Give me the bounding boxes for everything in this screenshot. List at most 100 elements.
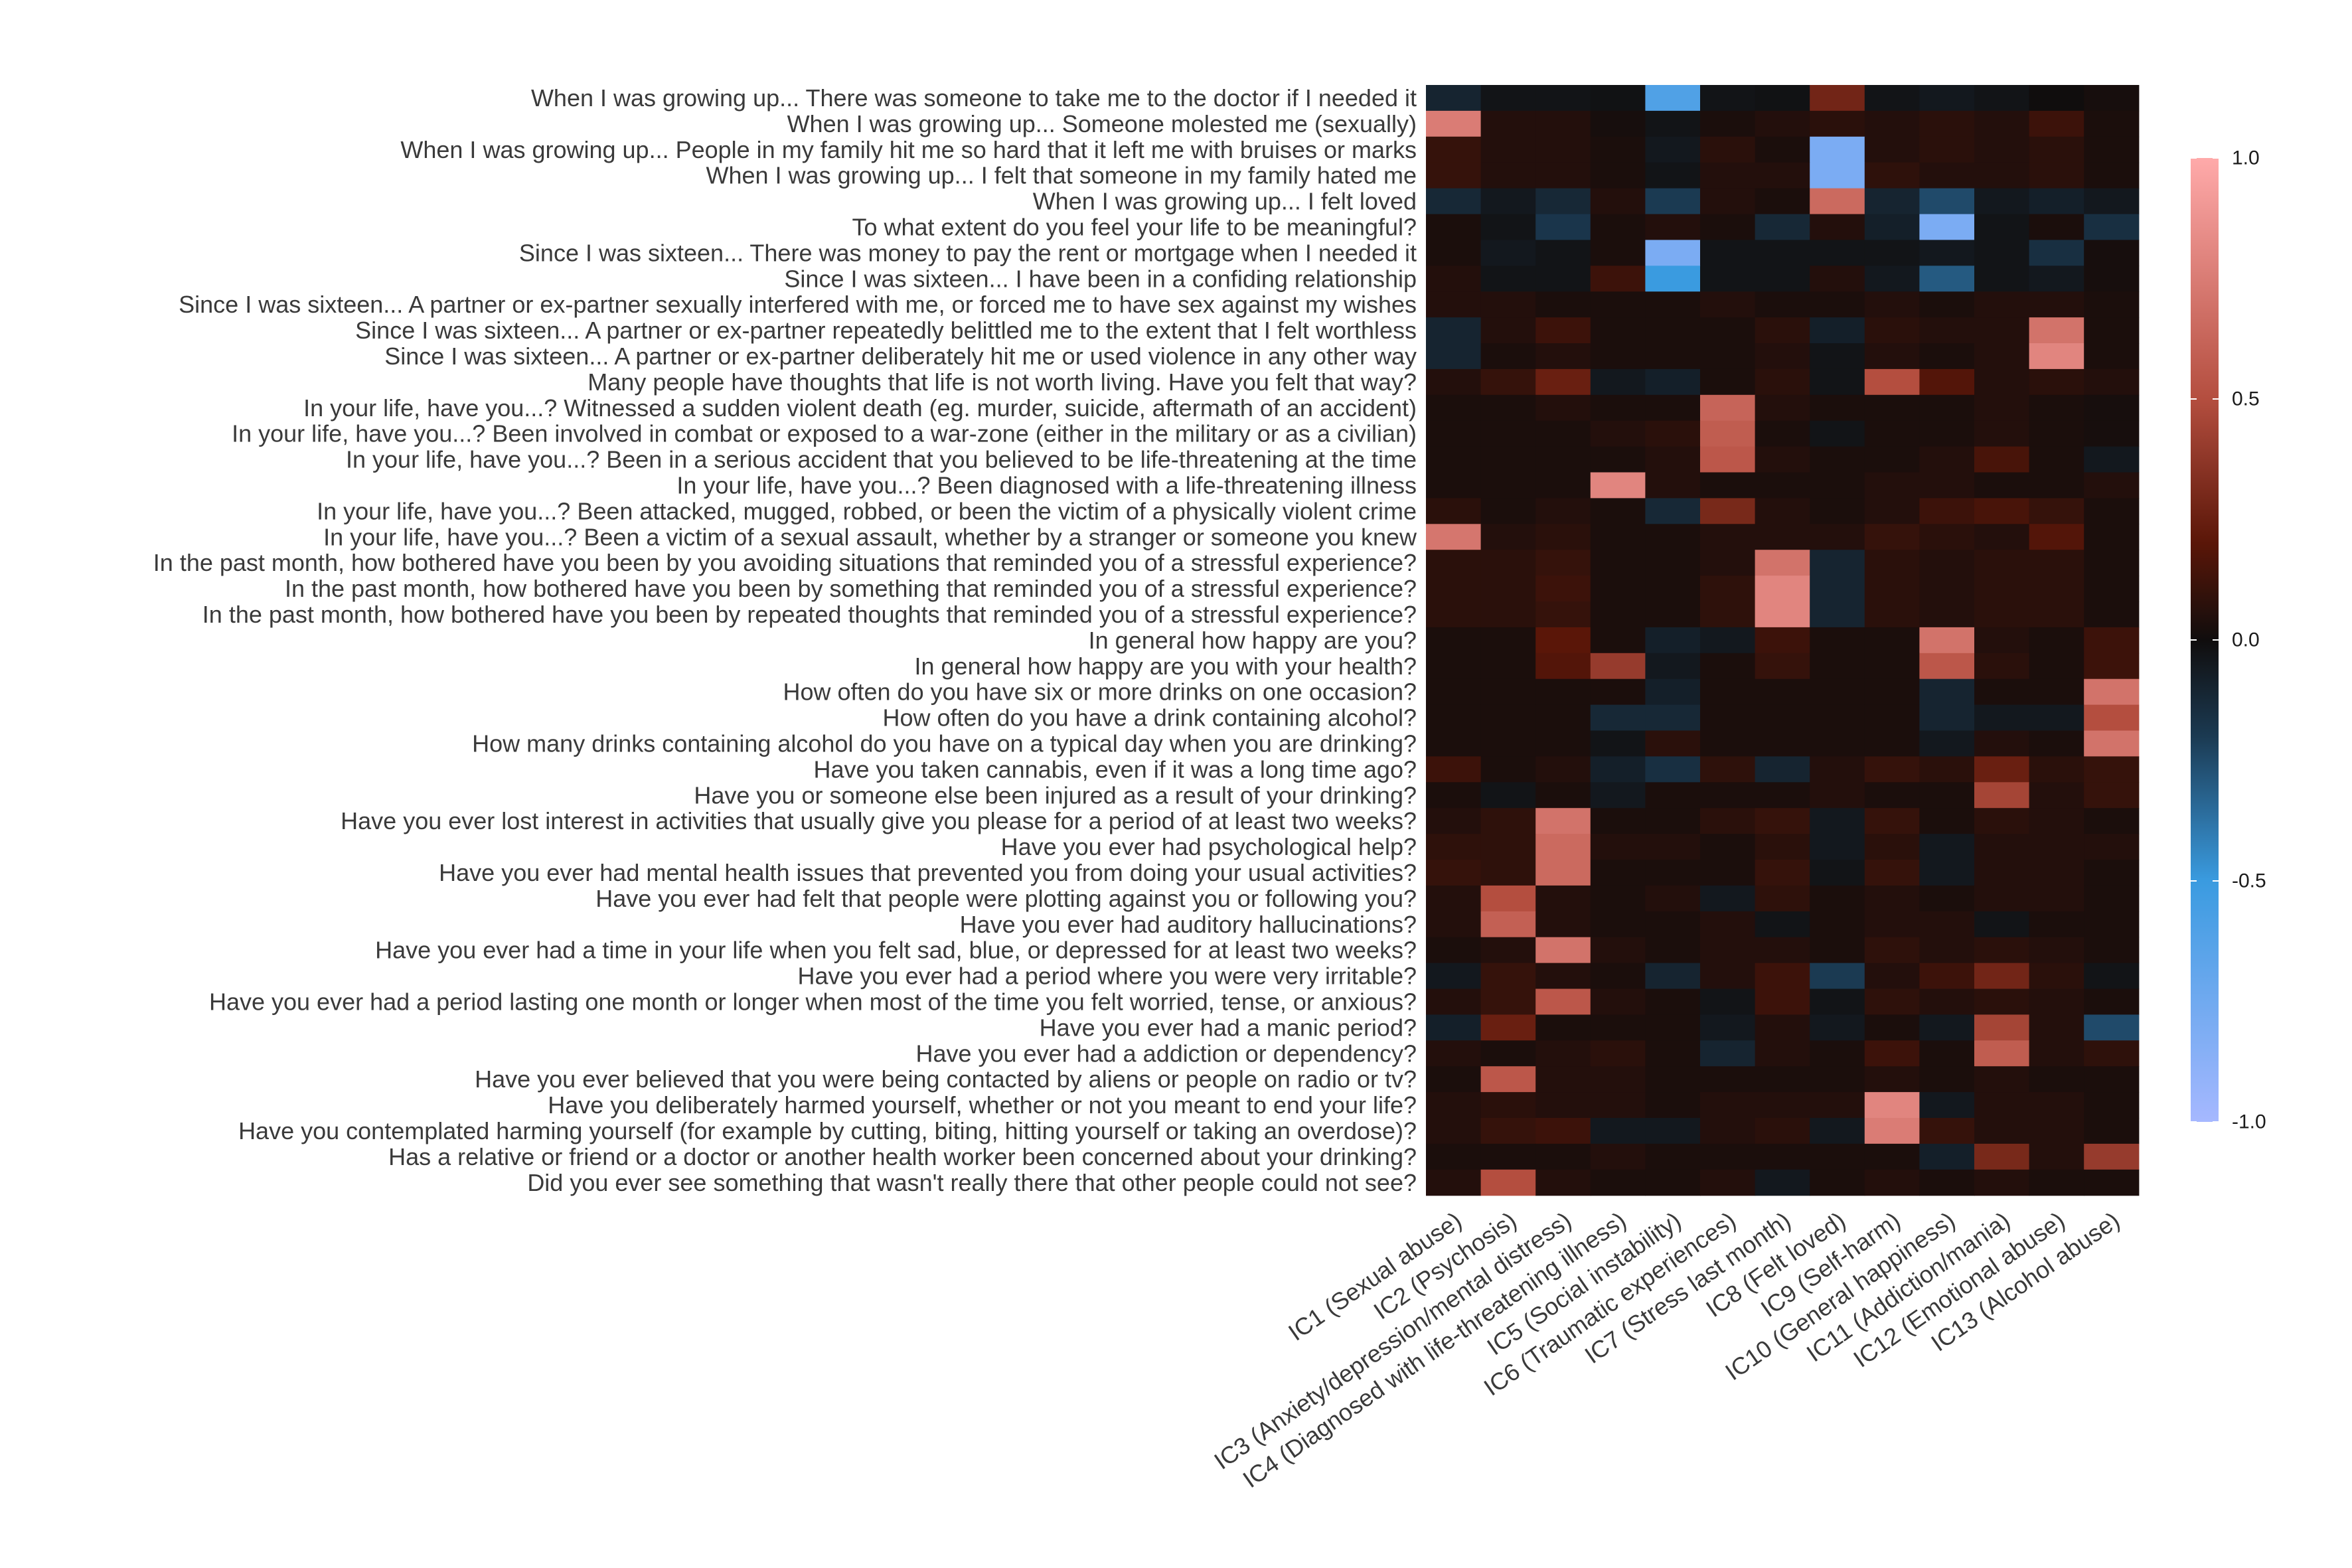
- heatmap-cell: [1974, 885, 2030, 912]
- heatmap-cell: [1700, 834, 1756, 860]
- row-label: In your life, have you...? Witnessed a s…: [303, 394, 1417, 422]
- heatmap-cell: [1864, 394, 1920, 422]
- heatmap-cell: [1974, 576, 2030, 602]
- heatmap-cell: [1426, 1118, 1482, 1144]
- heatmap-cell: [1919, 627, 1975, 654]
- heatmap-cell: [1645, 550, 1701, 576]
- heatmap-cell: [1864, 756, 1920, 783]
- heatmap-cell: [1645, 524, 1701, 550]
- heatmap-cell: [1426, 162, 1482, 189]
- heatmap-cell: [1864, 1066, 1920, 1093]
- heatmap-cell: [1426, 627, 1482, 654]
- heatmap-cell: [1864, 343, 1920, 370]
- heatmap-cell: [1974, 550, 2030, 576]
- heatmap-cell: [1864, 472, 1920, 499]
- heatmap-cell: [1974, 136, 2030, 163]
- heatmap-cell: [2084, 704, 2140, 732]
- heatmap-cell: [1700, 1066, 1756, 1093]
- heatmap-cell: [1974, 368, 2030, 396]
- heatmap-cell: [1810, 85, 1865, 112]
- heatmap-cell: [1810, 214, 1865, 240]
- heatmap-cell: [2029, 240, 2084, 266]
- heatmap-cell: [1480, 911, 1536, 938]
- heatmap-cell: [1645, 1066, 1701, 1093]
- heatmap-cell: [1864, 1143, 1920, 1170]
- heatmap-cell: [1645, 240, 1701, 266]
- heatmap-cell: [1919, 498, 1975, 524]
- heatmap-cell: [1590, 1040, 1646, 1067]
- heatmap-cell: [1810, 498, 1865, 524]
- heatmap-cell: [1864, 266, 1920, 292]
- heatmap-cell: [2084, 1066, 2140, 1093]
- heatmap-cell: [1919, 730, 1975, 757]
- heatmap-cell: [1700, 162, 1756, 189]
- heatmap-cell: [1919, 963, 1975, 990]
- heatmap-cell: [1700, 756, 1756, 783]
- heatmap-cell: [1426, 937, 1482, 964]
- heatmap-cell: [1974, 678, 2030, 706]
- heatmap-cell: [1535, 110, 1591, 137]
- column-labels: IC1 (Sexual abuse)IC2 (Psychosis)IC3 (An…: [1209, 1206, 2124, 1493]
- heatmap-cell: [2084, 266, 2140, 292]
- heatmap-cell: [1480, 1092, 1536, 1119]
- heatmap-cell: [1700, 627, 1756, 654]
- heatmap-cell: [1755, 730, 1810, 757]
- heatmap-cell: [1645, 834, 1701, 860]
- heatmap-cell: [1919, 214, 1975, 240]
- heatmap-cell: [2029, 550, 2084, 576]
- heatmap-cell: [1974, 498, 2030, 524]
- heatmap-cell: [1645, 266, 1701, 292]
- heatmap-cell: [1426, 343, 1482, 370]
- heatmap-cell: [1810, 1169, 1865, 1196]
- heatmap-cell: [2029, 1040, 2084, 1067]
- heatmap-cell: [2084, 1040, 2140, 1067]
- heatmap-cell: [1645, 162, 1701, 189]
- heatmap-cell: [1974, 1143, 2030, 1170]
- heatmap-cell: [1535, 214, 1591, 240]
- heatmap-cell: [1426, 291, 1482, 318]
- heatmap-cell: [1535, 963, 1591, 990]
- heatmap-cell: [1755, 1066, 1810, 1093]
- heatmap-cell: [1590, 1014, 1646, 1041]
- heatmap-cell: [1535, 782, 1591, 809]
- heatmap-cell: [2084, 834, 2140, 860]
- heatmap-cell: [1755, 498, 1810, 524]
- heatmap-cell: [1755, 1118, 1810, 1144]
- heatmap-cell: [1919, 1169, 1975, 1196]
- row-label: Since I was sixteen... I have been in a …: [784, 265, 1417, 292]
- heatmap-cell: [1974, 808, 2030, 834]
- heatmap-cell: [1810, 162, 1865, 189]
- heatmap-cell: [1590, 214, 1646, 240]
- heatmap-cell: [1919, 601, 1975, 628]
- row-label: When I was growing up... I felt that som…: [706, 162, 1417, 189]
- row-label: Have you ever had a time in your life wh…: [375, 937, 1417, 964]
- heatmap-cell: [1864, 1118, 1920, 1144]
- heatmap-cell: [1810, 1066, 1865, 1093]
- heatmap-cell: [1535, 911, 1591, 938]
- heatmap-cell: [1590, 1143, 1646, 1170]
- heatmap-cell: [1810, 240, 1865, 266]
- heatmap-cell: [1919, 446, 1975, 473]
- heatmap-cell: [1755, 911, 1810, 938]
- heatmap-cell: [1645, 937, 1701, 964]
- heatmap-cell: [1590, 420, 1646, 447]
- heatmap-cell: [1919, 136, 1975, 163]
- heatmap-cell: [1919, 756, 1975, 783]
- heatmap-cell: [1645, 860, 1701, 886]
- heatmap-cell: [1590, 653, 1646, 680]
- heatmap-cell: [1919, 291, 1975, 318]
- heatmap-cell: [1919, 834, 1975, 860]
- row-label: In your life, have you...? Been in a ser…: [346, 446, 1417, 473]
- heatmap-cell: [1864, 498, 1920, 524]
- heatmap-cell: [1535, 756, 1591, 783]
- heatmap-cell: [1974, 394, 2030, 422]
- heatmap-cell: [1590, 963, 1646, 990]
- heatmap-cell: [1700, 291, 1756, 318]
- heatmap-cell: [1535, 162, 1591, 189]
- heatmap-cell: [1535, 291, 1591, 318]
- heatmap-cell: [1535, 317, 1591, 344]
- heatmap-cell: [1755, 110, 1810, 137]
- heatmap-cell: [2029, 834, 2084, 860]
- row-label: Since I was sixteen... A partner or ex-p…: [355, 317, 1417, 344]
- heatmap-cell: [2029, 782, 2084, 809]
